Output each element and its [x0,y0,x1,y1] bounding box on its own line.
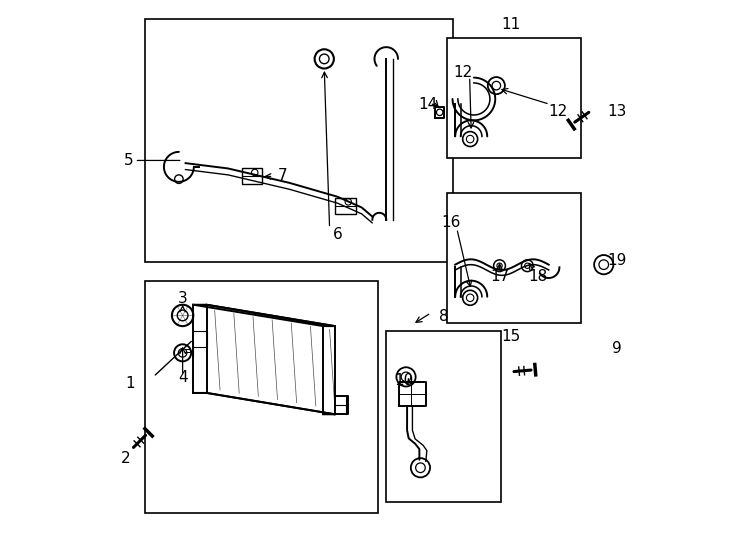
Text: 10: 10 [395,373,414,388]
Bar [145,281,378,513]
Text: 13: 13 [608,104,627,119]
Text: 16: 16 [442,215,461,231]
Bar [242,168,262,185]
Text: 9: 9 [612,341,622,356]
Text: 2: 2 [120,450,130,465]
Text: 18: 18 [528,269,548,285]
Text: 3: 3 [178,291,187,306]
Text: 8: 8 [439,309,448,324]
Text: 17: 17 [490,269,509,285]
Text: 12: 12 [454,65,473,80]
Text: 14: 14 [418,97,437,112]
Bar [145,19,453,262]
Text: 4: 4 [178,370,187,386]
Bar [447,37,581,158]
Text: 19: 19 [608,253,627,268]
Bar [335,198,356,214]
Text: 1: 1 [125,376,134,391]
Bar [385,332,501,503]
Bar [447,192,581,323]
Text: 5: 5 [124,153,134,168]
Text: 7: 7 [277,168,288,183]
Text: 12: 12 [549,104,568,119]
Text: 15: 15 [501,329,521,344]
Text: 11: 11 [501,17,521,32]
Text: 6: 6 [333,227,343,242]
